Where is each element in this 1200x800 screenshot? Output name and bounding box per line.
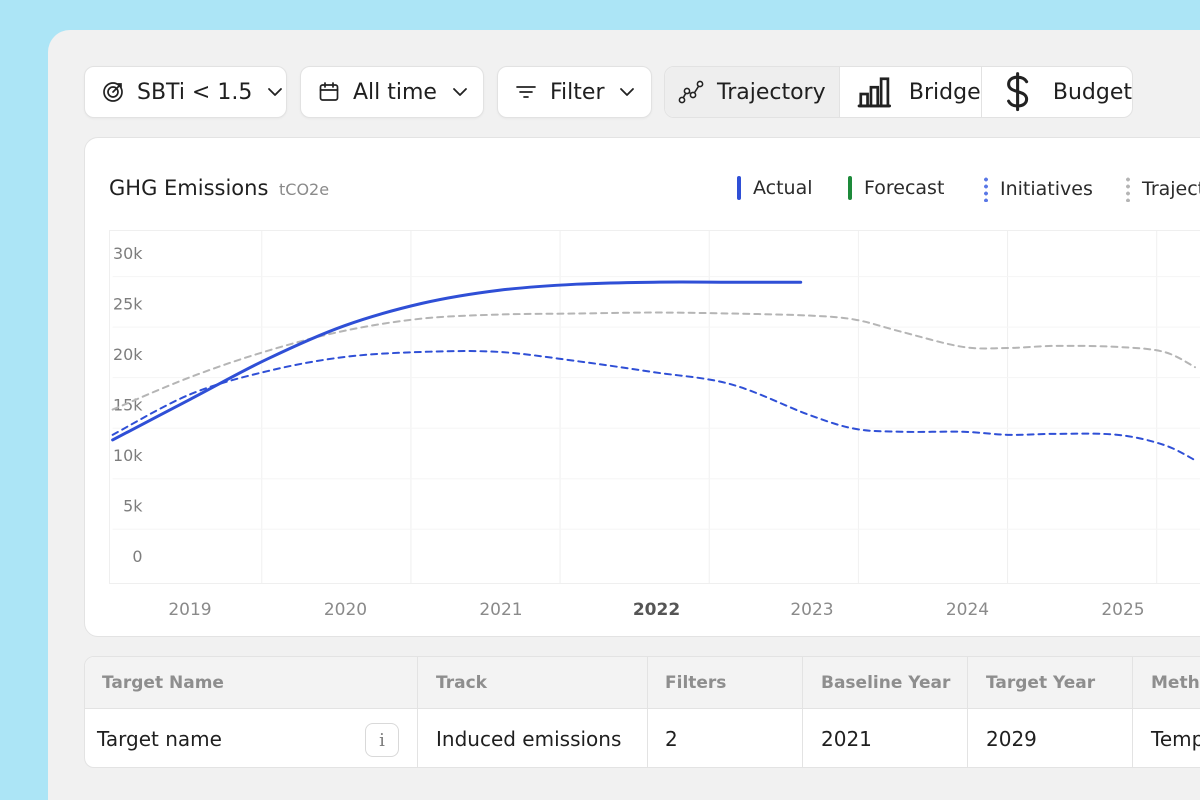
header-baseline-year[interactable]: Baseline Year xyxy=(821,673,951,693)
tab-bridge[interactable]: Bridge xyxy=(840,67,982,117)
legend-swatch-forecast xyxy=(848,176,852,200)
chart-unit: tCO2e xyxy=(279,180,330,199)
legend-label-trajectory: Traject xyxy=(1142,178,1200,200)
info-icon[interactable]: i xyxy=(365,723,399,757)
target-icon xyxy=(103,82,123,102)
view-switcher: Trajectory Bridge Budget xyxy=(664,66,1133,118)
x-tick-label: 2022 xyxy=(632,600,681,620)
legend-forecast[interactable]: Forecast xyxy=(848,176,944,200)
header-method[interactable]: Metho xyxy=(1151,673,1200,693)
legend-trajectory[interactable]: Traject xyxy=(1126,176,1200,202)
tab-trajectory-label: Trajectory xyxy=(717,79,826,105)
legend-swatch-trajectory xyxy=(1126,176,1130,202)
column-divider xyxy=(647,657,648,767)
legend-label-actual: Actual xyxy=(753,177,813,199)
legend-label-initiatives: Initiatives xyxy=(1000,178,1093,200)
column-divider xyxy=(802,657,803,767)
x-tick-label: 2021 xyxy=(479,600,523,620)
x-tick-label: 2020 xyxy=(323,600,368,620)
filter-label: Filter xyxy=(550,79,605,105)
table-header xyxy=(85,657,1200,709)
trajectory-icon xyxy=(678,80,704,104)
chevron-down-icon xyxy=(268,88,283,96)
targets-table: Target Name Track Filters Baseline Year … xyxy=(84,656,1200,768)
tab-budget-label: Budget xyxy=(1052,79,1132,105)
cell-target-year: 2029 xyxy=(986,727,1037,751)
filter-button[interactable]: Filter xyxy=(497,66,652,118)
x-tick-label: 2025 xyxy=(1101,600,1145,620)
time-range-label: All time xyxy=(353,79,437,105)
header-target-year[interactable]: Target Year xyxy=(986,673,1096,693)
y-tick-label: 25k xyxy=(113,294,143,313)
y-tick-label: 0 xyxy=(132,547,142,566)
tab-trajectory[interactable]: Trajectory xyxy=(665,67,841,117)
cell-target-name: Target name xyxy=(97,727,222,751)
x-tick-label: 2019 xyxy=(168,600,212,620)
x-tick-label: 2024 xyxy=(945,600,990,620)
chart-title: GHG Emissions xyxy=(109,176,269,200)
chart-card: GHG Emissions tCO2e Actual Forecast Init… xyxy=(84,137,1200,637)
cell-track: Induced emissions xyxy=(436,727,622,751)
tab-budget[interactable]: Budget xyxy=(982,67,1132,117)
cell-method: Temp xyxy=(1151,727,1200,751)
legend-swatch-actual xyxy=(737,176,741,200)
y-tick-label: 5k xyxy=(123,497,143,516)
bar-chart-icon xyxy=(857,77,892,107)
y-tick-label: 10k xyxy=(113,446,143,465)
calendar-icon xyxy=(319,82,339,101)
tab-bridge-label: Bridge xyxy=(908,79,981,105)
dollar-icon xyxy=(1006,72,1028,112)
x-tick-label: 2023 xyxy=(790,600,834,620)
legend-swatch-initiatives xyxy=(984,176,988,202)
cell-baseline-year: 2021 xyxy=(821,727,872,751)
legend-initiatives[interactable]: Initiatives xyxy=(984,176,1093,202)
chevron-down-icon xyxy=(453,88,467,96)
cell-filters: 2 xyxy=(665,727,678,751)
header-target-name[interactable]: Target Name xyxy=(102,673,224,693)
chevron-down-icon xyxy=(620,88,635,96)
header-filters[interactable]: Filters xyxy=(665,673,727,693)
legend-actual[interactable]: Actual xyxy=(737,176,813,200)
series-line-actual xyxy=(111,280,803,442)
time-range-select[interactable]: All time xyxy=(300,66,484,118)
column-divider xyxy=(417,657,418,767)
target-select-label: SBTi < 1.5 xyxy=(137,79,253,105)
series-line-initiatives xyxy=(111,350,1196,462)
filter-icon xyxy=(516,86,536,98)
header-track[interactable]: Track xyxy=(436,673,487,693)
column-divider xyxy=(1132,657,1133,767)
target-select[interactable]: SBTi < 1.5 xyxy=(84,66,287,118)
y-tick-label: 30k xyxy=(113,244,143,263)
legend-label-forecast: Forecast xyxy=(864,177,945,199)
y-tick-label: 20k xyxy=(113,345,143,364)
column-divider xyxy=(967,657,968,767)
